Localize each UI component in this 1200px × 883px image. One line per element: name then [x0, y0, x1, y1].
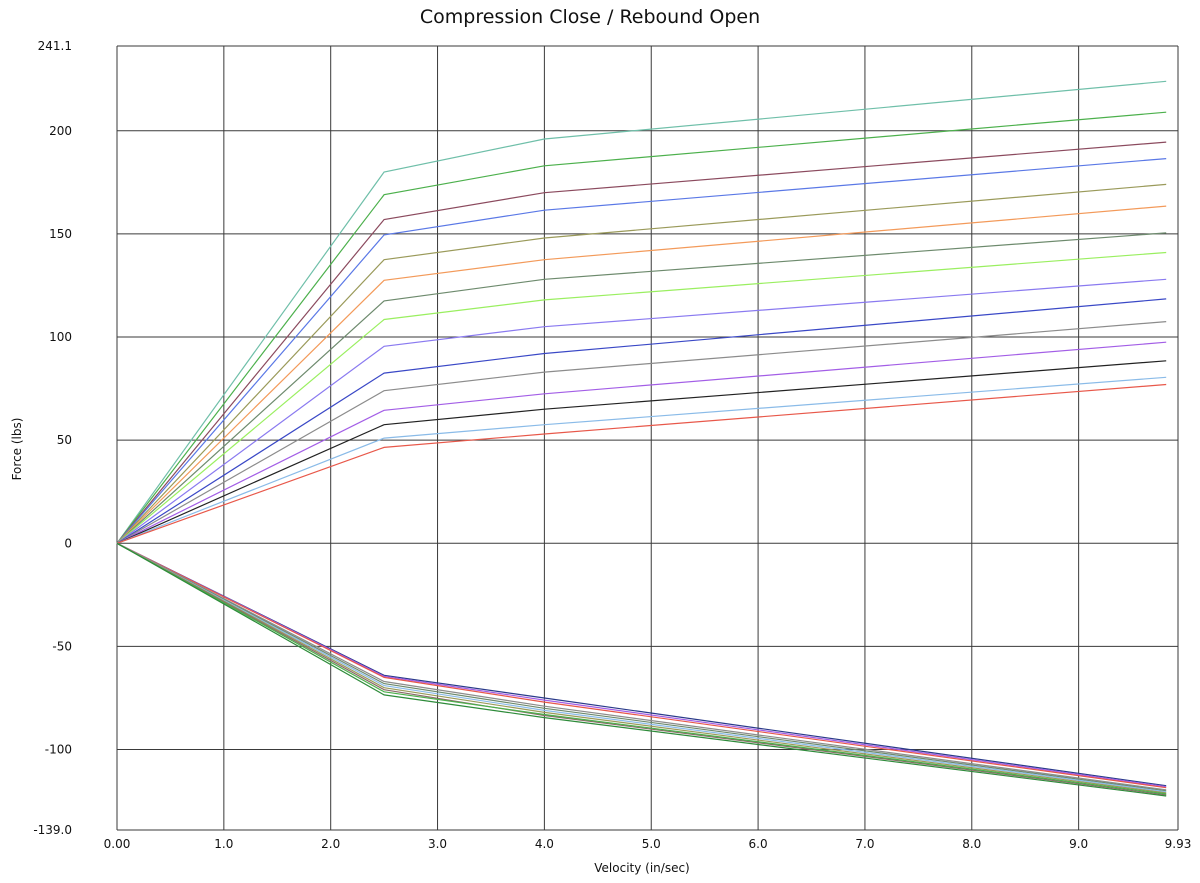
x-tick-label: 4.0 — [535, 837, 554, 851]
series-line-8 — [116, 251, 1167, 544]
series-line-17 — [116, 542, 1167, 788]
series-line-3 — [116, 141, 1167, 544]
tick-layer: 0.00 1.0 2.0 3.0 4.0 5.0 6.0 7.0 8.0 9.0 9.93 241.1… — [33, 39, 1191, 851]
y-tick-label: 50 — [57, 433, 72, 447]
x-axis-label: Velocity (in/sec) — [594, 861, 689, 875]
series-line-18 — [116, 542, 1167, 789]
series-line-21 — [116, 542, 1167, 793]
x-tick-label: 8.0 — [962, 837, 981, 851]
y-tick-label: 200 — [49, 124, 72, 138]
series-line-1 — [116, 80, 1167, 544]
x-tick-label: 1.0 — [214, 837, 233, 851]
x-tick-label: 6.0 — [749, 837, 768, 851]
series-line-25 — [116, 542, 1167, 797]
y-axis-label: Force (lbs) — [10, 418, 24, 481]
y-tick-label: -139.0 — [33, 823, 72, 837]
series-line-11 — [116, 321, 1167, 544]
x-tick-label: 2.0 — [321, 837, 340, 851]
x-tick-label: 3.0 — [428, 837, 447, 851]
x-tick-label: 9.0 — [1069, 837, 1088, 851]
y-tick-label: 241.1 — [38, 39, 72, 53]
y-tick-label: 150 — [49, 227, 72, 241]
series-line-14 — [116, 376, 1167, 544]
series-line-9 — [116, 278, 1167, 544]
series-line-2 — [116, 111, 1167, 544]
series-line-12 — [116, 341, 1167, 544]
series-line-6 — [116, 205, 1167, 544]
series-line-24 — [116, 542, 1167, 795]
series-line-19 — [116, 542, 1167, 791]
y-tick-label: -100 — [45, 743, 72, 757]
series-line-15 — [116, 383, 1167, 544]
series-line-23 — [116, 542, 1167, 796]
series-line-7 — [116, 232, 1167, 544]
x-tick-label: 5.0 — [642, 837, 661, 851]
series-line-5 — [116, 183, 1167, 544]
x-tick-label: 7.0 — [855, 837, 874, 851]
series-line-20 — [116, 542, 1167, 792]
series-line-4 — [116, 158, 1167, 544]
grid-layer — [116, 45, 1179, 831]
x-tick-label: 9.93 — [1165, 837, 1192, 851]
y-tick-label: -50 — [52, 639, 72, 653]
y-tick-label: 0 — [64, 536, 72, 550]
series-line-10 — [116, 298, 1167, 544]
series-layer — [116, 80, 1167, 797]
chart-title: Compression Close / Rebound Open — [419, 6, 761, 28]
x-tick-label: 0.00 — [104, 837, 131, 851]
series-line-13 — [116, 360, 1167, 544]
series-line-22 — [116, 542, 1167, 794]
y-tick-label: 100 — [49, 330, 72, 344]
